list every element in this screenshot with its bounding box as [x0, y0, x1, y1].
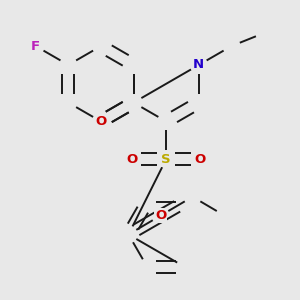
Text: F: F — [31, 40, 40, 52]
Text: S: S — [161, 153, 171, 166]
Text: O: O — [155, 209, 166, 222]
Text: O: O — [194, 153, 206, 166]
Text: O: O — [95, 115, 106, 128]
Text: O: O — [127, 153, 138, 166]
Text: N: N — [193, 58, 204, 71]
